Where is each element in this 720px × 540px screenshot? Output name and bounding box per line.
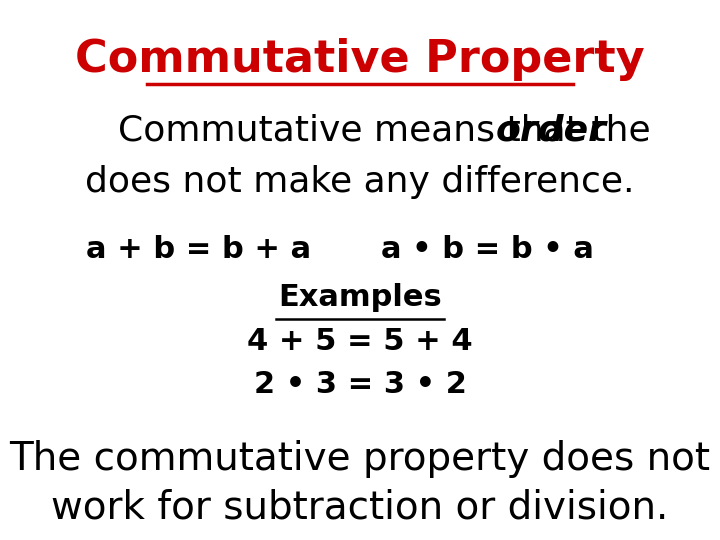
Text: 2 • 3 = 3 • 2: 2 • 3 = 3 • 2 xyxy=(253,370,467,399)
Text: The commutative property does not: The commutative property does not xyxy=(9,440,711,478)
Text: order: order xyxy=(495,113,606,147)
Text: Commutative Property: Commutative Property xyxy=(75,38,645,81)
Text: Examples: Examples xyxy=(278,284,442,313)
Text: Commutative means that the: Commutative means that the xyxy=(117,113,662,147)
Text: work for subtraction or division.: work for subtraction or division. xyxy=(51,489,669,526)
Text: 4 + 5 = 5 + 4: 4 + 5 = 5 + 4 xyxy=(247,327,473,356)
Text: does not make any difference.: does not make any difference. xyxy=(85,165,635,199)
Text: a + b = b + a: a + b = b + a xyxy=(86,235,311,264)
Text: a • b = b • a: a • b = b • a xyxy=(380,235,593,264)
